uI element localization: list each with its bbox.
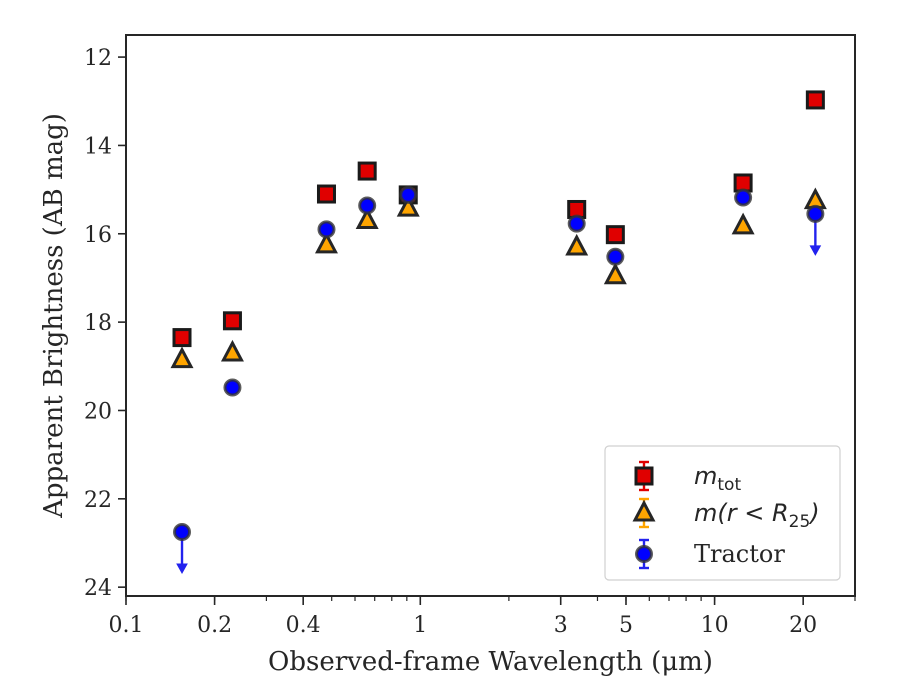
data-point-triangle — [355, 207, 379, 230]
data-point-circle — [358, 196, 377, 215]
data-point-square — [357, 161, 377, 181]
x-axis-label: Observed-frame Wavelength (μm) — [268, 647, 713, 677]
legend-label: m(r < R25) — [694, 499, 820, 532]
y-tick-label: 20 — [84, 399, 112, 424]
data-point-circle — [223, 378, 242, 397]
data-point-circle — [734, 188, 753, 207]
data-point-circle — [399, 185, 418, 204]
data-point-circle — [806, 204, 825, 223]
y-tick-label: 22 — [84, 488, 112, 513]
upper-limit-arrowhead — [176, 563, 188, 574]
data-point-triangle — [603, 262, 627, 285]
legend-label: mtot — [694, 462, 741, 495]
y-tick-label: 16 — [84, 223, 112, 248]
legend-label: Tractor — [694, 540, 785, 568]
legend-marker-triangle — [632, 499, 656, 522]
data-point-square — [605, 225, 625, 245]
data-point-triangle — [396, 194, 420, 217]
x-tick-label: 0.2 — [197, 613, 232, 638]
plot-frame — [125, 34, 856, 597]
x-tick-label: 10 — [701, 613, 729, 638]
x-tick-label: 1 — [413, 613, 427, 638]
legend-marker-square — [634, 466, 654, 486]
x-tick-label: 20 — [789, 613, 817, 638]
data-point-triangle — [565, 233, 589, 256]
data-point-square — [316, 184, 336, 204]
x-tick-label: 0.1 — [109, 613, 144, 638]
series-square — [172, 90, 825, 348]
x-tick-label: 3 — [554, 613, 568, 638]
y-tick-label: 24 — [84, 576, 112, 601]
y-axis-label: Apparent Brightness (AB mag) — [39, 113, 69, 519]
data-point-square — [222, 311, 242, 331]
data-point-triangle — [220, 339, 244, 362]
y-tick-label: 14 — [84, 134, 112, 159]
upper-limit-arrowhead — [809, 245, 822, 256]
x-tick-label: 5 — [619, 613, 633, 638]
legend-marker-circle — [635, 545, 653, 563]
data-point-circle — [606, 247, 625, 266]
data-point-circle — [567, 214, 586, 233]
data-point-triangle — [314, 231, 338, 254]
plot-area: 12 14 16 18 20 22 24 0.1 0.2 0.4 1 3 5 10 20 mtot m(r < … — [84, 34, 856, 638]
series-triangle — [170, 187, 827, 369]
legend: mtot m(r < R25) Tractor — [604, 445, 841, 581]
data-point-circle — [173, 522, 192, 541]
data-point-triangle — [170, 346, 194, 369]
data-point-square — [172, 328, 192, 348]
legend-box — [604, 445, 841, 581]
data-point-circle — [317, 220, 336, 239]
series-circle — [173, 185, 825, 574]
data-point-triangle — [731, 212, 755, 235]
y-tick-label: 12 — [84, 46, 112, 71]
data-point-square — [805, 90, 825, 110]
y-tick-label: 18 — [84, 311, 112, 336]
x-tick-label: 0.4 — [286, 613, 321, 638]
